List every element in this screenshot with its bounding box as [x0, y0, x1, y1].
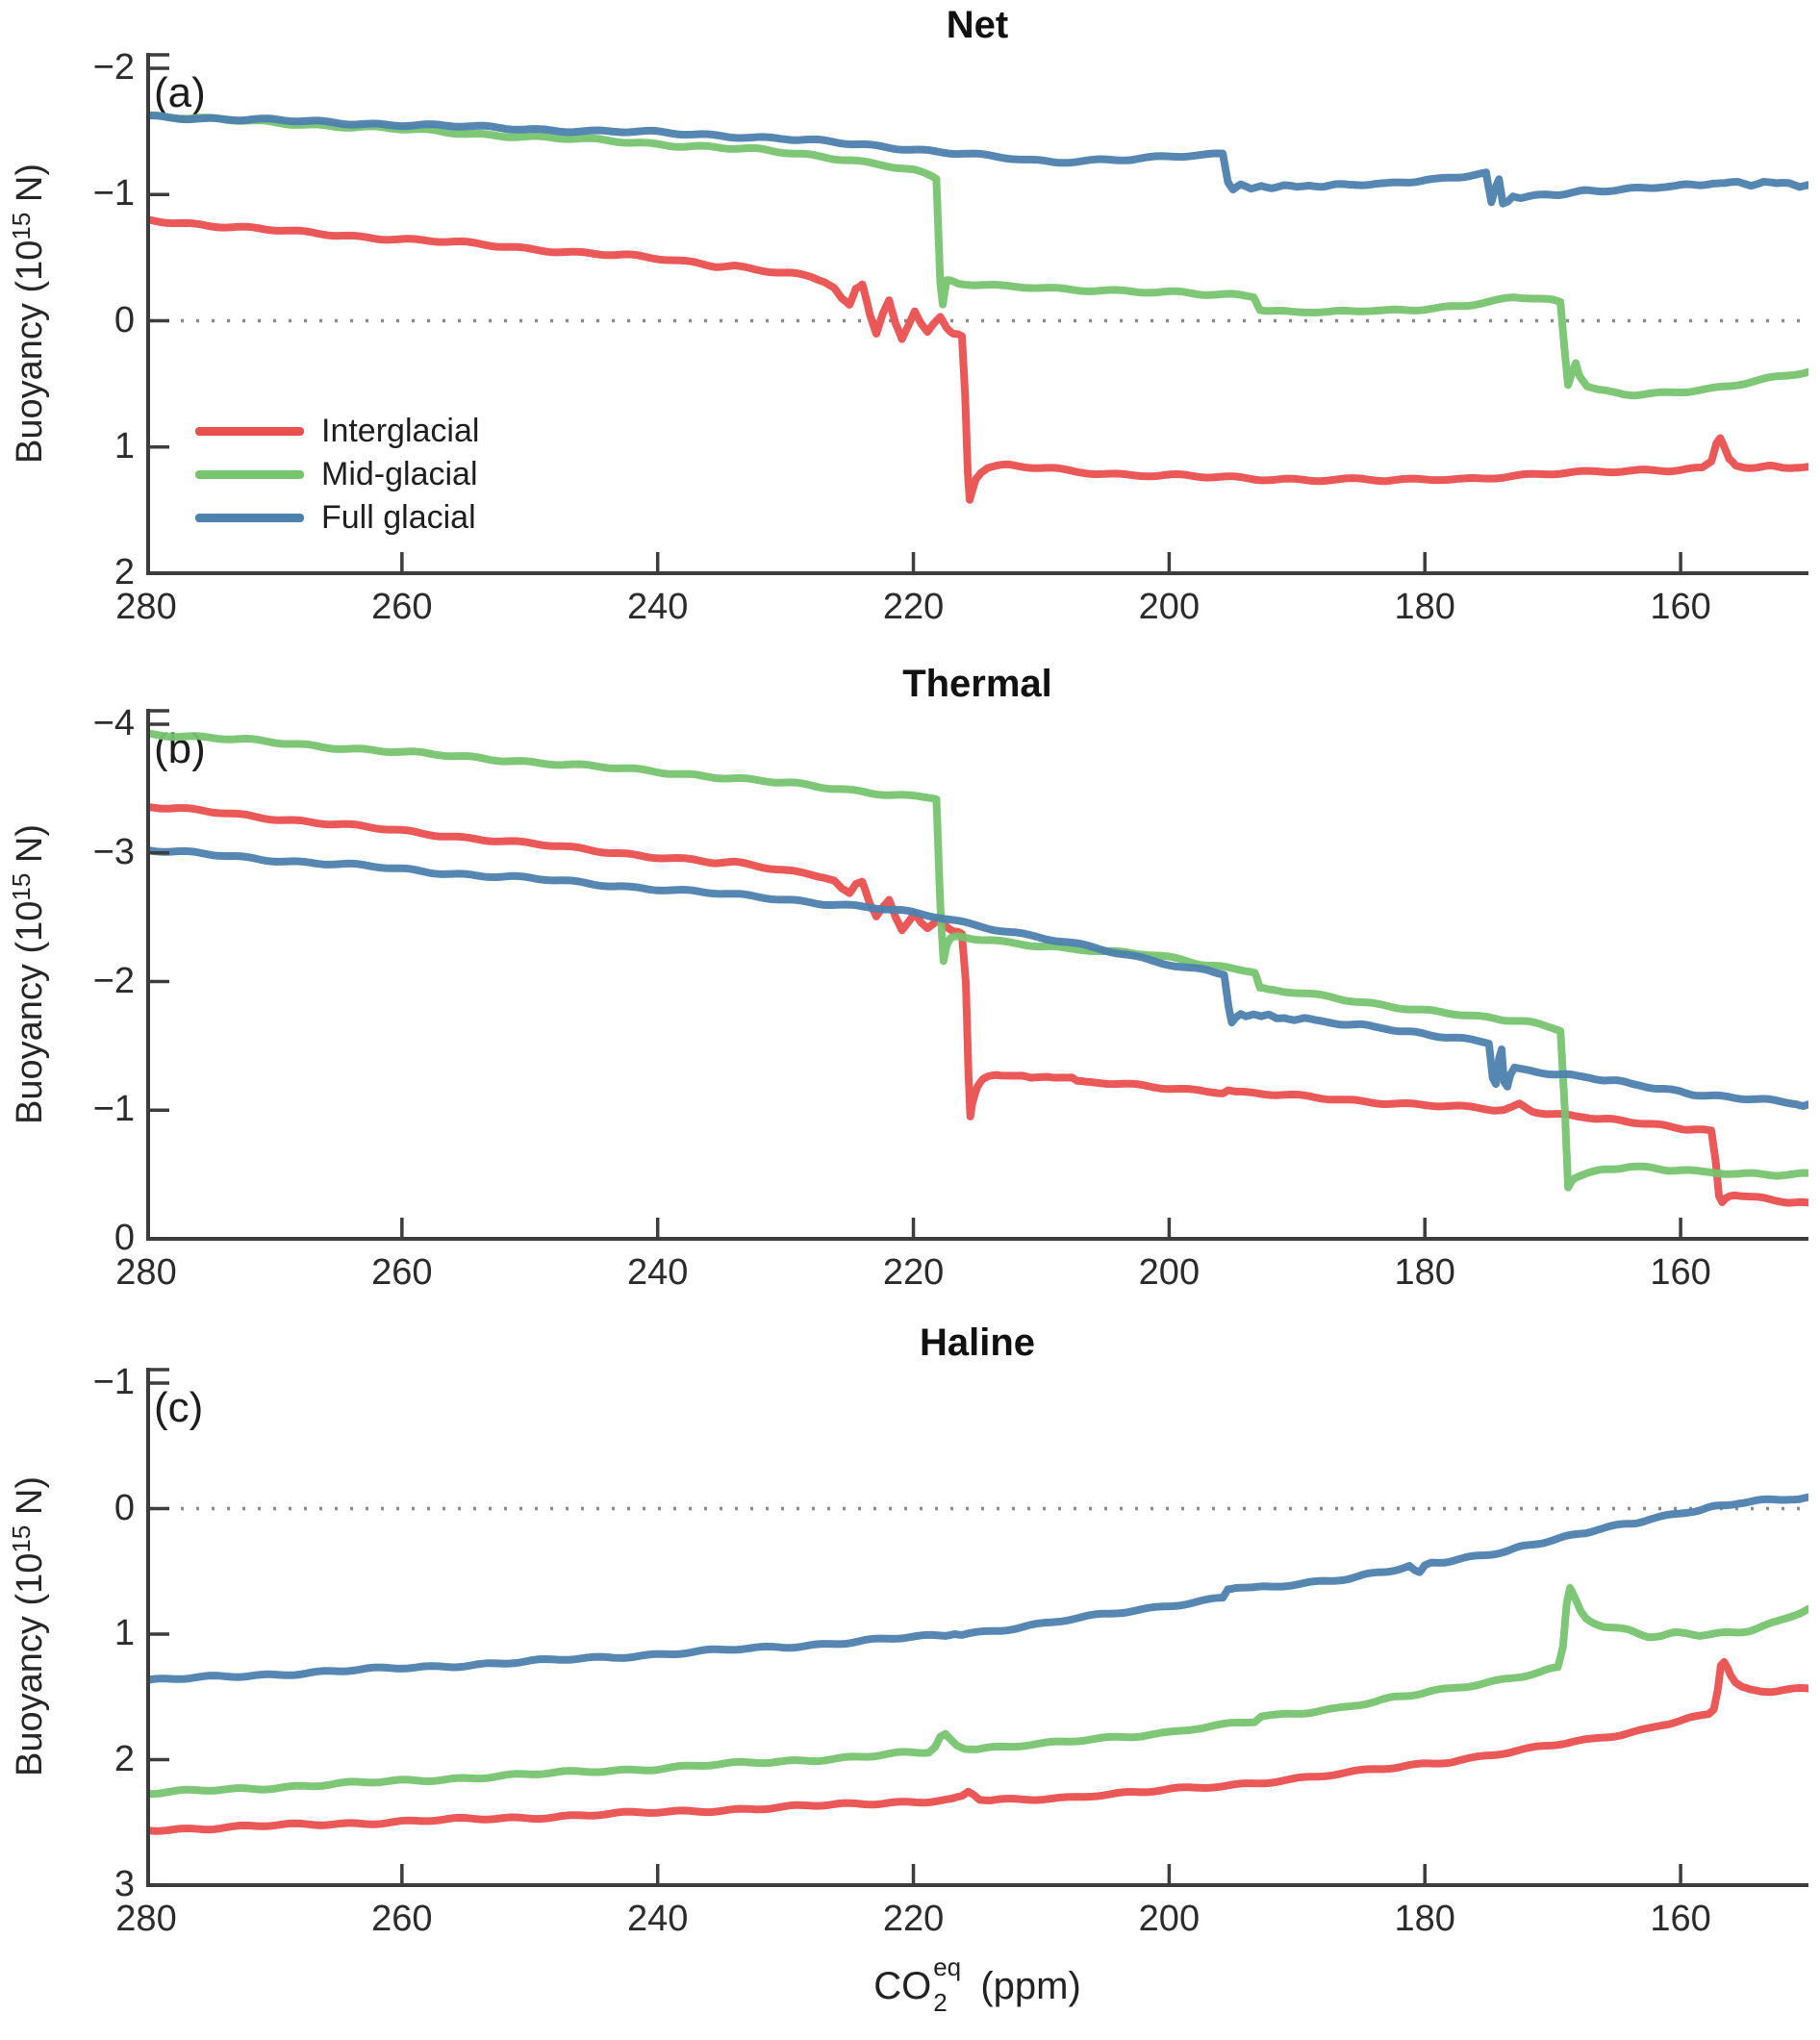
- y-tick-label: 0: [114, 1218, 135, 1258]
- x-tick-label: 180: [1394, 1899, 1455, 1939]
- y-tick-label: 2: [114, 552, 135, 592]
- full-glacial-line: [146, 112, 1808, 208]
- x-tick-label: 160: [1650, 587, 1711, 627]
- y-tick-label: −1: [92, 1089, 135, 1130]
- axis-spines: [146, 709, 1808, 1241]
- x-tick-label: 260: [371, 1899, 433, 1939]
- x-tick-label: 200: [1138, 587, 1201, 627]
- y-axis-label-haline: Buoyancy (1015 N): [7, 1476, 50, 1776]
- y-tick-label: 3: [114, 1864, 135, 1904]
- y-tick-label: 1: [114, 1613, 135, 1653]
- full-glacial-line-swatch-icon: [195, 513, 304, 522]
- y-tick-label: −4: [92, 703, 135, 743]
- haline-chart: [146, 1368, 1808, 1887]
- axis-ticks: [146, 1381, 1682, 1887]
- interglacial-line: [146, 215, 1808, 504]
- x-tick-label: 160: [1650, 1252, 1711, 1293]
- mid-glacial-line: [146, 111, 1808, 400]
- y-axis-label-exponent: 15: [7, 212, 36, 240]
- co2-eq-stack: eq 2: [931, 1952, 970, 2017]
- y-tick-label: 1: [114, 425, 135, 466]
- thermal-chart: [146, 709, 1808, 1241]
- x-tick-label: 280: [115, 587, 177, 627]
- full-glacial-line: [146, 1493, 1808, 1685]
- axis-spines: [146, 53, 1808, 575]
- mid-glacial-line: [146, 1583, 1808, 1799]
- y-axis-label-net: Buoyancy (1015 N): [7, 164, 50, 464]
- y-axis-label-exponent: 15: [7, 1524, 36, 1553]
- thermal-plot-area: [146, 709, 1808, 1241]
- y-tick-label: −3: [92, 831, 135, 872]
- x-axis-label-subscript: 2: [933, 1988, 948, 2017]
- x-tick-label: 220: [882, 1899, 945, 1939]
- y-tick-label: 2: [114, 1738, 135, 1779]
- legend-label-interglacial: Interglacial: [321, 412, 480, 449]
- panel-net-title: Net: [946, 4, 1009, 46]
- interglacial-line: [146, 1657, 1808, 1835]
- haline-plot-area: [146, 1368, 1808, 1887]
- legend-label-mid-glacial: Mid-glacial: [321, 455, 478, 492]
- y-tick-label: 0: [114, 1487, 135, 1528]
- panel-haline-title: Haline: [919, 1322, 1036, 1364]
- y-tick-label: 0: [114, 299, 135, 340]
- y-tick-label: −2: [92, 960, 135, 1001]
- y-axis-label-thermal: Buoyancy (1015 N): [7, 824, 50, 1124]
- axis-ticks: [146, 722, 1682, 1241]
- x-tick-label: 240: [626, 1252, 689, 1293]
- x-tick-label: 220: [882, 1252, 945, 1293]
- mid-glacial-line-swatch-icon: [195, 469, 304, 479]
- x-axis-label-superscript: eq: [933, 1952, 962, 1981]
- y-axis-label-exponent: 15: [7, 872, 36, 901]
- axis-spines: [146, 1368, 1808, 1887]
- legend-item-full-glacial: Full glacial: [195, 498, 476, 537]
- panel-thermal-title: Thermal: [902, 663, 1052, 705]
- x-tick-label: 200: [1138, 1899, 1201, 1939]
- x-axis-label: CO eq 2 (ppm): [873, 1952, 1081, 2017]
- net-chart: [146, 53, 1808, 575]
- x-tick-label: 240: [626, 1899, 689, 1939]
- x-tick-label: 160: [1650, 1899, 1711, 1939]
- x-tick-label: 280: [115, 1252, 177, 1293]
- x-tick-label: 200: [1138, 1252, 1201, 1293]
- panel-haline-letter: (c): [154, 1384, 204, 1431]
- x-tick-label: 220: [882, 587, 945, 627]
- mid-glacial-line: [146, 729, 1808, 1192]
- x-tick-label: 260: [371, 587, 433, 627]
- y-tick-label: −1: [92, 1362, 135, 1402]
- x-tick-label: 180: [1394, 587, 1455, 627]
- axis-ticks: [146, 66, 1682, 575]
- interglacial-line: [146, 802, 1808, 1207]
- full-glacial-line: [146, 846, 1808, 1110]
- legend-item-interglacial: Interglacial: [195, 412, 479, 450]
- legend-label-full-glacial: Full glacial: [321, 498, 476, 536]
- legend-item-mid-glacial: Mid-glacial: [195, 455, 478, 493]
- y-tick-label: −1: [92, 173, 135, 214]
- y-tick-label: −2: [92, 47, 135, 88]
- x-tick-label: 280: [115, 1899, 177, 1939]
- x-tick-label: 240: [626, 587, 689, 627]
- x-tick-label: 260: [371, 1252, 433, 1293]
- x-tick-label: 180: [1394, 1252, 1455, 1293]
- interglacial-line-swatch-icon: [195, 426, 304, 436]
- net-plot-area: [146, 53, 1808, 575]
- panel-net-letter: (a): [154, 69, 206, 116]
